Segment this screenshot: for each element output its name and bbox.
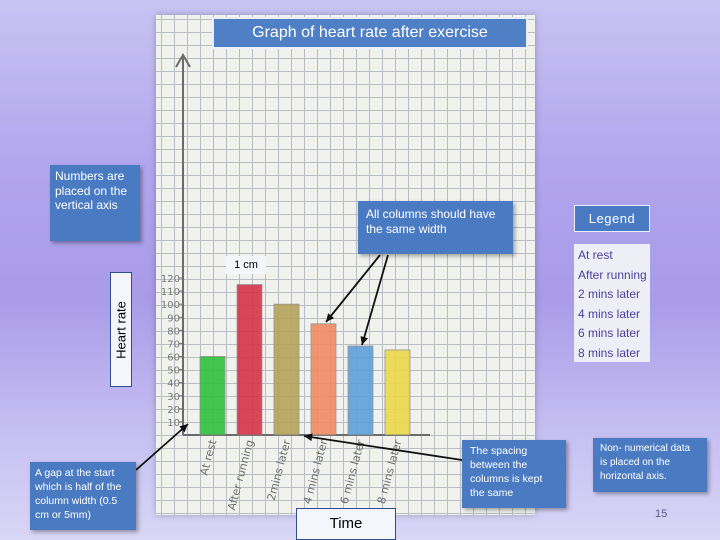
arrow-spacing-head: [304, 433, 313, 442]
legend-heading: Legend: [574, 205, 650, 232]
y-axis-label-text: Heart rate: [113, 300, 129, 359]
x-tick-label: 6 mins later: [338, 438, 368, 505]
callout-gap-start: A gap at the start which is half of the …: [30, 462, 136, 530]
callout-numbers-axis: Numbers are placed on the vertical axis: [50, 165, 140, 241]
scale-note: 1 cm: [226, 256, 266, 274]
legend-list: At rest After running 2 mins later 4 min…: [574, 244, 650, 362]
callout-same-width: All columns should have the same width: [358, 201, 513, 254]
legend-item: 2 mins later: [578, 287, 641, 302]
bar: [273, 303, 300, 436]
y-tick-label: 50: [167, 366, 180, 377]
arrow-same-width-a-head: [326, 313, 335, 322]
y-tick-label: 40: [167, 379, 180, 390]
y-tick-label: 30: [167, 392, 180, 403]
bar: [384, 349, 411, 436]
legend-item: At rest: [578, 248, 613, 262]
legend-item: After running: [578, 267, 647, 282]
y-axis-label: Heart rate: [110, 272, 132, 387]
y-tick-label: 90: [167, 313, 180, 324]
arrow-same-width-b: [361, 254, 389, 346]
y-tick-label: 80: [167, 326, 180, 337]
y-tick-label: 100: [161, 300, 180, 311]
bar: [199, 356, 226, 436]
x-tick-label: 2mins later: [265, 438, 294, 502]
y-tick-label: 70: [167, 339, 180, 350]
callout-spacing: The spacing between the columns is kept …: [462, 440, 566, 508]
arrow-gap-start: [135, 423, 189, 471]
x-axis-label: Time: [296, 508, 396, 540]
bar: [310, 323, 337, 436]
x-tick-label: 4 mins later: [301, 438, 331, 505]
arrow-same-width-a: [325, 254, 381, 323]
arrow-gap-start-head: [179, 424, 188, 433]
callout-non-numerical: Non- numerical data is placed on the hor…: [593, 438, 707, 492]
legend-item: 8 mins later: [578, 345, 641, 360]
slide-title: Graph of heart rate after exercise: [212, 17, 528, 49]
arrow-same-width-b-head: [360, 336, 369, 345]
y-tick-label: 20: [167, 405, 180, 416]
arrow-spacing: [303, 435, 463, 461]
x-tick-label: At rest: [197, 438, 219, 477]
y-tick-label: 10: [167, 418, 180, 429]
y-tick-label: 110: [161, 287, 180, 298]
legend-item: 4 mins later: [578, 306, 641, 321]
y-tick-label: 60: [167, 353, 180, 364]
bar: [347, 345, 374, 436]
y-tick-label: 120: [161, 274, 180, 285]
legend-item: 6 mins later: [578, 326, 641, 341]
bar: [236, 284, 263, 436]
x-tick-label: After running: [225, 438, 256, 511]
page-number: 15: [655, 508, 668, 520]
y-axis-arrow: [175, 53, 191, 68]
